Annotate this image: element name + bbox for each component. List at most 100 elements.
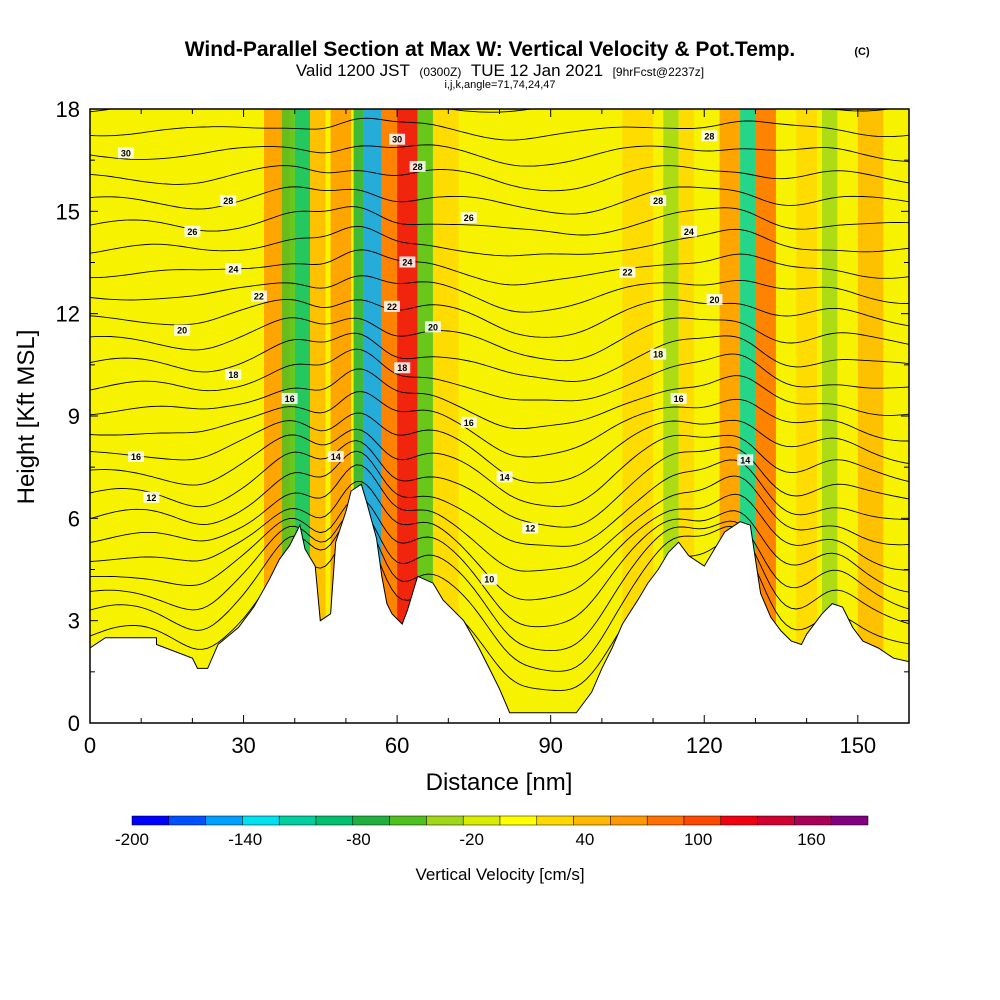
contour-label: 30 <box>121 148 131 158</box>
colorbar-tick-label: 160 <box>797 830 825 849</box>
copyright-mark: (C) <box>854 46 870 58</box>
colorbar-swatch <box>720 815 758 826</box>
colorbar-swatch <box>242 815 280 826</box>
contour-label-bg <box>143 491 160 503</box>
contour-label: 28 <box>704 131 714 141</box>
contour-label-bg <box>384 300 401 312</box>
isentrope-31 <box>90 117 909 141</box>
colorbar-swatch <box>205 815 243 826</box>
contour-label: 22 <box>387 302 397 312</box>
colorbar-swatch <box>757 815 795 826</box>
contour-label: 18 <box>228 370 238 380</box>
contour-label-bg <box>481 573 498 585</box>
forecast-info: [9hrFcst@2237z] <box>613 65 705 79</box>
colorbar-tick-label: -80 <box>346 830 371 849</box>
contour-label: 18 <box>653 350 663 360</box>
colorbar-label: Vertical Velocity [cm/s] <box>415 865 584 884</box>
isentrope-21 <box>90 332 909 382</box>
y-axis-label: Height [Kft MSL] <box>13 330 40 505</box>
contour-label: 24 <box>228 264 238 274</box>
contour-label: 26 <box>464 213 474 223</box>
x-tick-label: 120 <box>686 733 723 758</box>
contour-label-bg <box>496 471 513 483</box>
contour-label: 26 <box>187 227 197 237</box>
contour-label-bg <box>394 362 411 374</box>
isentrope-15 <box>90 440 909 528</box>
contour-label: 24 <box>684 227 694 237</box>
chart-title: Wind-Parallel Section at Max W: Vertical… <box>185 38 796 61</box>
x-tick-label: 30 <box>231 733 255 758</box>
y-axis: 0 3 6 9 12 15 18 <box>56 97 909 736</box>
isentrope-23 <box>90 298 909 338</box>
contour-label-bg <box>460 212 477 224</box>
velocity-band-16 <box>755 109 776 723</box>
contour-label: 22 <box>622 268 632 278</box>
velocity-band-18 <box>821 109 838 723</box>
colorbar-swatch <box>610 815 648 826</box>
isentrope-13 <box>90 464 909 572</box>
colorbar-swatch <box>830 815 869 826</box>
contour-label-bg <box>327 450 344 462</box>
colorbar-swatch <box>462 815 501 826</box>
colorbar-swatch <box>352 815 390 826</box>
x-tick-label: 150 <box>839 733 876 758</box>
contour-label-bg <box>225 369 242 381</box>
y-tick-label: 12 <box>56 302 80 327</box>
grid-params: i,j,k,angle=71,74,24,47 <box>444 79 555 91</box>
x-axis: 0 30 60 90 120 150 <box>84 109 910 758</box>
contour-label: 18 <box>397 363 407 373</box>
colorbar-swatch <box>315 815 354 826</box>
pot-temp-contours <box>90 109 909 692</box>
contour-label: 28 <box>223 196 233 206</box>
colorbar-swatch <box>389 815 427 826</box>
contour-label-bg <box>460 416 477 428</box>
x-tick-label: 0 <box>84 733 96 758</box>
colorbar-swatch <box>573 815 611 826</box>
contour-label: 14 <box>331 452 341 462</box>
contour-label-bg <box>225 263 242 275</box>
colorbar-swatch <box>426 815 464 826</box>
contour-label: 12 <box>525 524 535 534</box>
contour-label-bg <box>706 294 723 306</box>
contour-label: 16 <box>464 418 474 428</box>
colorbar-swatch <box>794 815 832 826</box>
contour-label: 12 <box>146 493 156 503</box>
velocity-band-7 <box>381 109 398 723</box>
y-tick-label: 6 <box>68 506 80 531</box>
contour-label-bg <box>737 454 754 466</box>
velocity-band-19 <box>857 109 884 723</box>
colorbar-tick-label: -140 <box>228 830 262 849</box>
y-tick-label: 3 <box>68 609 80 634</box>
isentrope-12 <box>90 481 909 601</box>
terrain-mask <box>90 483 909 723</box>
y-tick-label: 15 <box>56 199 80 224</box>
contour-label: 22 <box>254 292 264 302</box>
x-tick-label: 90 <box>538 733 562 758</box>
contour-label: 14 <box>740 455 750 465</box>
contour-label-bg <box>619 266 636 278</box>
isentrope-14 <box>90 450 909 547</box>
isentrope-11 <box>90 496 909 628</box>
contour-label-bg <box>184 225 201 237</box>
contour-label-bg <box>281 392 298 404</box>
contour-label-bg <box>409 160 426 172</box>
colorbar-tick-label: -200 <box>115 830 149 849</box>
contour-label-bg <box>250 290 267 302</box>
contour-label: 20 <box>428 322 438 332</box>
contour-label: 10 <box>484 575 494 585</box>
valid-time-line: Valid 1200 JST (0300Z) TUE 12 Jan 2021 [… <box>296 61 704 80</box>
isentrope-30 <box>90 144 909 167</box>
colorbar-tick-label: 40 <box>575 830 594 849</box>
isentrope-27 <box>90 206 909 236</box>
contour-label: 20 <box>709 295 719 305</box>
plot-area: 30 28 26 24 22 20 18 16 16 12 14 30 28 26 24 22 20 18 16 14… <box>90 109 909 723</box>
contour-label-bg <box>670 392 687 404</box>
colorbar-swatch <box>646 815 685 826</box>
x-axis-label: Distance [nm] <box>426 769 573 796</box>
isentrope-9 <box>90 512 909 672</box>
isentrope-29 <box>90 165 909 192</box>
y-tick-label: 9 <box>68 404 80 429</box>
valid-utc: (0300Z) <box>419 65 461 79</box>
contour-label-bg <box>522 522 539 534</box>
